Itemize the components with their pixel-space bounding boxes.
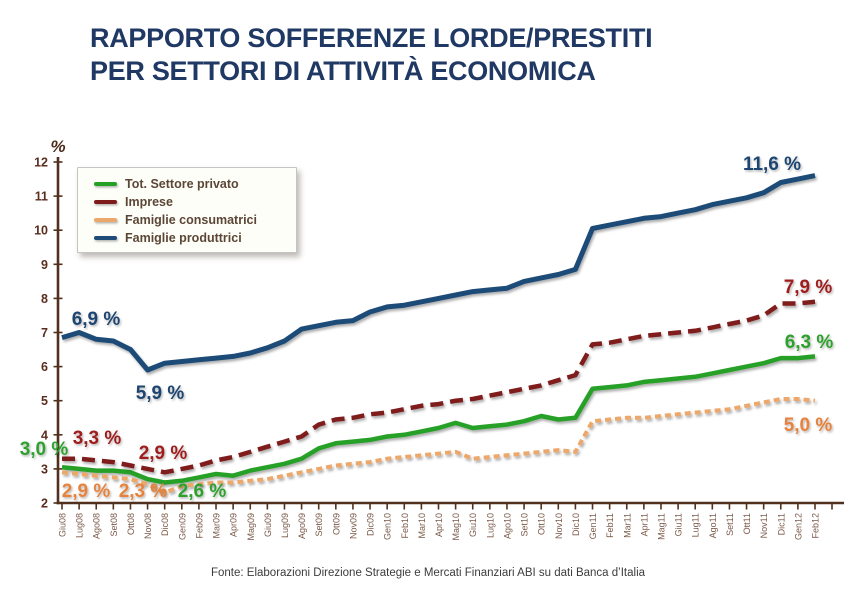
- x-tick-label: Ott11: [742, 513, 752, 534]
- x-tick-label: Mag09: [246, 513, 256, 541]
- chart-title-line-1: RAPPORTO SOFFERENZE LORDE/PRESTITI: [90, 23, 653, 53]
- x-tick-label: Gen10: [383, 513, 393, 540]
- x-tick-label: Nov10: [554, 513, 564, 539]
- x-tick-label: Gen11: [588, 513, 598, 539]
- y-tick-label: 12: [34, 156, 48, 170]
- x-tick-label: Lug08: [75, 513, 85, 538]
- x-tick-label: Ott08: [126, 513, 136, 535]
- legend-swatch-imprese: [94, 199, 117, 204]
- data-label-tot-settore-privato-3-0: 3,0 %: [20, 439, 69, 460]
- data-label-tot-settore-privato-6-3: 6,3 %: [785, 332, 834, 353]
- x-tick-label: Dic08: [160, 513, 170, 536]
- x-tick-label: Giu11: [674, 513, 684, 536]
- x-tick-label: Feb11: [605, 513, 615, 538]
- y-tick-label: 2: [41, 497, 48, 511]
- y-tick-label: 6: [41, 360, 48, 374]
- data-label-famiglie-consumatrici-2-9: 2,9 %: [62, 481, 111, 502]
- x-tick-label: Nov11: [759, 513, 769, 538]
- y-tick-label: 3: [41, 462, 48, 476]
- x-tick-label: Mag10: [451, 513, 461, 541]
- data-label-tot-settore-privato-2-6: 2,6 %: [178, 481, 227, 502]
- series-line-imprese: [62, 299, 816, 475]
- series-line-famiglie-produttrici: [61, 173, 816, 373]
- y-tick-label: 11: [35, 190, 48, 204]
- data-label-famiglie-consumatrici-5-0: 5,0 %: [784, 415, 833, 436]
- x-tick-label: Feb12: [811, 513, 821, 539]
- x-tick-label: Ago10: [502, 513, 512, 539]
- y-tick-label: 4: [41, 428, 48, 442]
- legend-item-imprese: Imprese: [94, 194, 290, 209]
- legend-label-famiglie-consumatrici: Famiglie consumatrici: [125, 212, 257, 227]
- chart-title: RAPPORTO SOFFERENZE LORDE/PRESTITI PER S…: [90, 22, 653, 88]
- y-axis-unit-label: %: [50, 137, 65, 156]
- x-tick-label: Dic09: [366, 513, 376, 536]
- x-tick-label: Ago08: [92, 513, 102, 539]
- series-line-tot-settore-privato: [61, 354, 816, 485]
- source-note: Fonte: Elaborazioni Direzione Strategie …: [210, 567, 646, 579]
- y-tick-label: 5: [41, 394, 48, 408]
- y-tick-label: 10: [34, 224, 48, 238]
- x-tick-label: Giu10: [468, 513, 478, 537]
- legend-item-tot-settore-privato: Tot. Settore privato: [94, 176, 290, 191]
- data-label-famiglie-consumatrici-2-3: 2,3 %: [119, 481, 168, 502]
- x-tick-label: Feb09: [194, 513, 204, 539]
- legend-label-imprese: Imprese: [125, 194, 173, 209]
- x-tick-label: Set08: [109, 513, 119, 537]
- data-label-famiglie-produttrici-11-6: 11,6 %: [743, 154, 801, 175]
- x-tick-label: Gen09: [177, 513, 187, 540]
- y-tick-label: 8: [41, 292, 48, 306]
- chart-title-line-2: PER SETTORI DI ATTIVITÀ ECONOMICA: [90, 55, 596, 86]
- x-tick-label: Mar09: [212, 513, 222, 539]
- x-tick-label: Ago09: [297, 513, 307, 539]
- data-label-famiglie-produttrici-5-9: 5,9 %: [136, 383, 185, 404]
- data-label-imprese-3-3: 3,3 %: [73, 428, 122, 449]
- x-tick-label: Giu08: [58, 513, 68, 537]
- x-tick-label: Mar10: [417, 513, 427, 539]
- data-label-imprese-7-9: 7,9 %: [784, 277, 833, 298]
- x-tick-label: Giu09: [263, 513, 273, 537]
- x-tick-label: Apr10: [434, 513, 444, 537]
- x-tick-label: Gen12: [793, 513, 803, 540]
- legend-swatch-tot-settore-privato: [94, 181, 117, 186]
- x-tick-label: Set10: [520, 513, 530, 537]
- legend-item-famiglie-produttrici: Famiglie produttrici: [94, 230, 290, 245]
- x-tick-label: Set09: [314, 513, 324, 537]
- x-tick-label: Dic11: [776, 513, 786, 535]
- x-tick-label: Ago11: [708, 513, 718, 538]
- y-tick-label: 7: [41, 326, 48, 340]
- legend-label-famiglie-produttrici: Famiglie produttrici: [125, 230, 242, 245]
- x-tick-label: Apr09: [229, 513, 239, 537]
- x-tick-label: Set11: [725, 513, 735, 536]
- x-tick-label: Mag11: [656, 513, 666, 540]
- series-line-famiglie-consumatrici: [61, 397, 816, 495]
- y-tick-label: 9: [41, 258, 48, 272]
- x-tick-label: Dic10: [571, 513, 581, 536]
- x-tick-label: Nov08: [143, 513, 153, 539]
- x-tick-label: Feb10: [400, 513, 410, 539]
- x-tick-label: Mar11: [622, 513, 632, 538]
- legend-label-tot-settore-privato: Tot. Settore privato: [125, 176, 239, 191]
- data-label-imprese-2-9: 2,9 %: [139, 443, 188, 464]
- x-tick-label: Apr11: [639, 513, 649, 536]
- x-tick-label: Lug10: [485, 513, 495, 538]
- x-tick-label: Nov09: [348, 513, 358, 539]
- legend: Tot. Settore privato Imprese Famiglie cons…: [77, 167, 297, 253]
- legend-item-famiglie-consumatrici: Famiglie consumatrici: [94, 212, 290, 227]
- x-tick-label: Lug09: [280, 513, 290, 538]
- x-tick-label: Lug11: [691, 513, 701, 537]
- legend-swatch-famiglie-produttrici: [94, 235, 117, 240]
- x-tick-label: Ott10: [537, 513, 547, 535]
- x-tick-label: Ott09: [331, 513, 341, 535]
- legend-swatch-famiglie-consumatrici: [94, 217, 117, 222]
- data-label-famiglie-produttrici-6-9: 6,9 %: [72, 309, 121, 330]
